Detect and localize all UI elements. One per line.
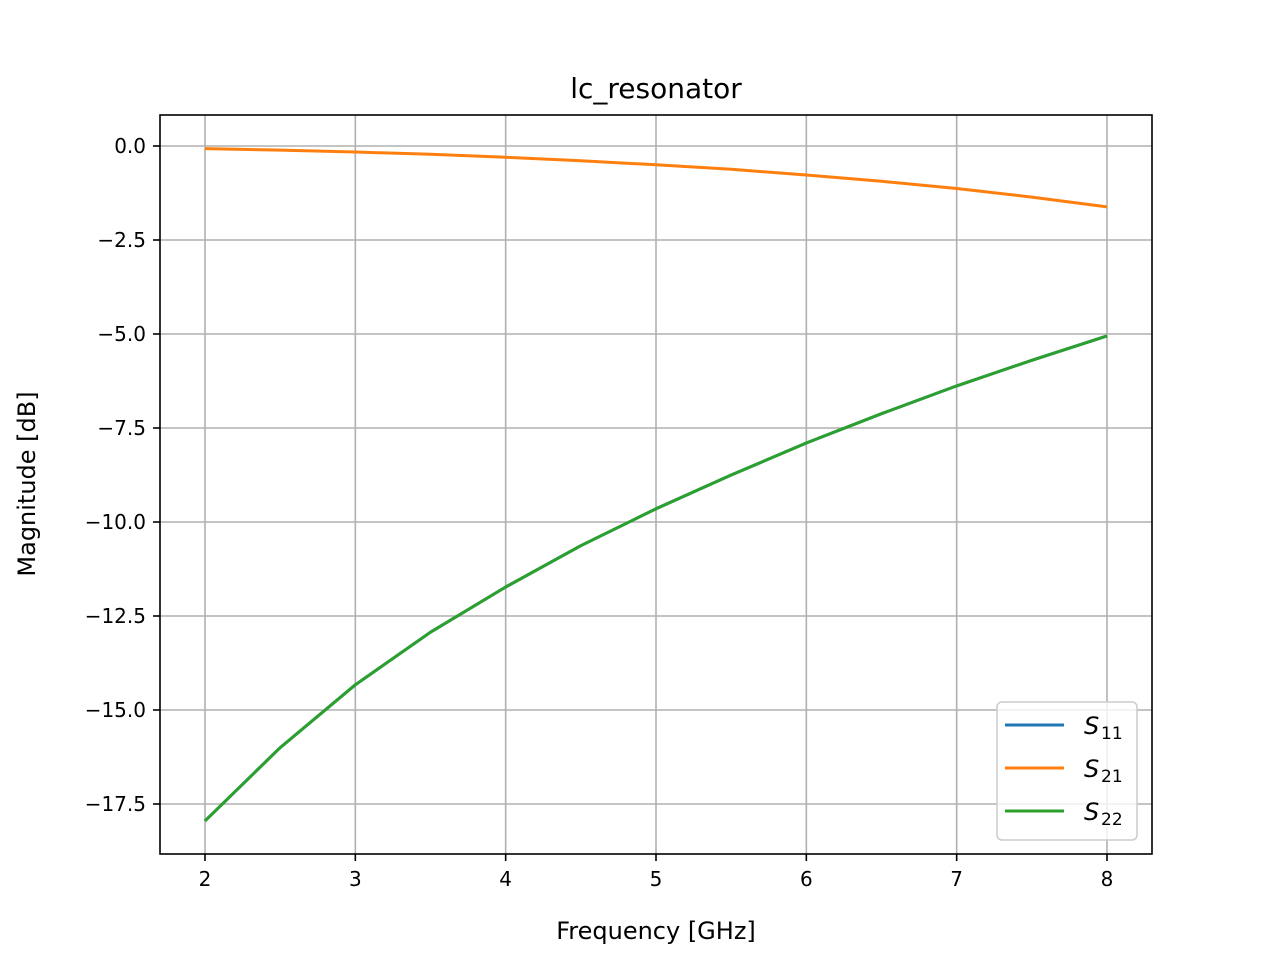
x-tick-label: 3	[349, 867, 362, 891]
y-tick-label: −15.0	[85, 698, 146, 722]
y-tick-label: −17.5	[85, 792, 146, 816]
y-axis-label: Magnitude [dB]	[13, 391, 41, 576]
legend-label: S	[1084, 712, 1099, 740]
x-tick-label: 7	[950, 867, 963, 891]
legend-subscript: 21	[1101, 767, 1123, 787]
x-tick-label: 4	[499, 867, 512, 891]
series-line-s22	[203, 334, 1108, 822]
x-tick-label: 8	[1101, 867, 1114, 891]
ticks: 2 3 4 5 6 7 8 0.0 −2.5 −5.0 −7.5 −10.0 −12.5 −15.0 −17…	[85, 134, 1114, 891]
legend-label: S	[1084, 798, 1099, 826]
series-line-s21	[204, 147, 1108, 209]
x-tick-label: 5	[650, 867, 663, 891]
grid	[160, 115, 1152, 854]
legend: S 11S 21S 22	[996, 701, 1138, 841]
y-tick-label: −7.5	[97, 416, 146, 440]
x-axis-label: Frequency [GHz]	[556, 917, 756, 945]
legend-label: S	[1084, 755, 1099, 783]
legend-subscript: 22	[1101, 810, 1123, 830]
series-lines	[203, 147, 1108, 822]
y-tick-label: 0.0	[114, 134, 146, 158]
y-tick-label: −5.0	[97, 322, 146, 346]
y-tick-label: −10.0	[85, 510, 146, 534]
y-tick-label: −2.5	[97, 228, 146, 252]
legend-box	[996, 701, 1138, 841]
chart-title: lc_resonator	[570, 72, 742, 105]
x-tick-label: 6	[800, 867, 813, 891]
legend-subscript: 11	[1101, 724, 1123, 744]
x-tick-label: 2	[199, 867, 212, 891]
y-tick-label: −12.5	[85, 604, 146, 628]
